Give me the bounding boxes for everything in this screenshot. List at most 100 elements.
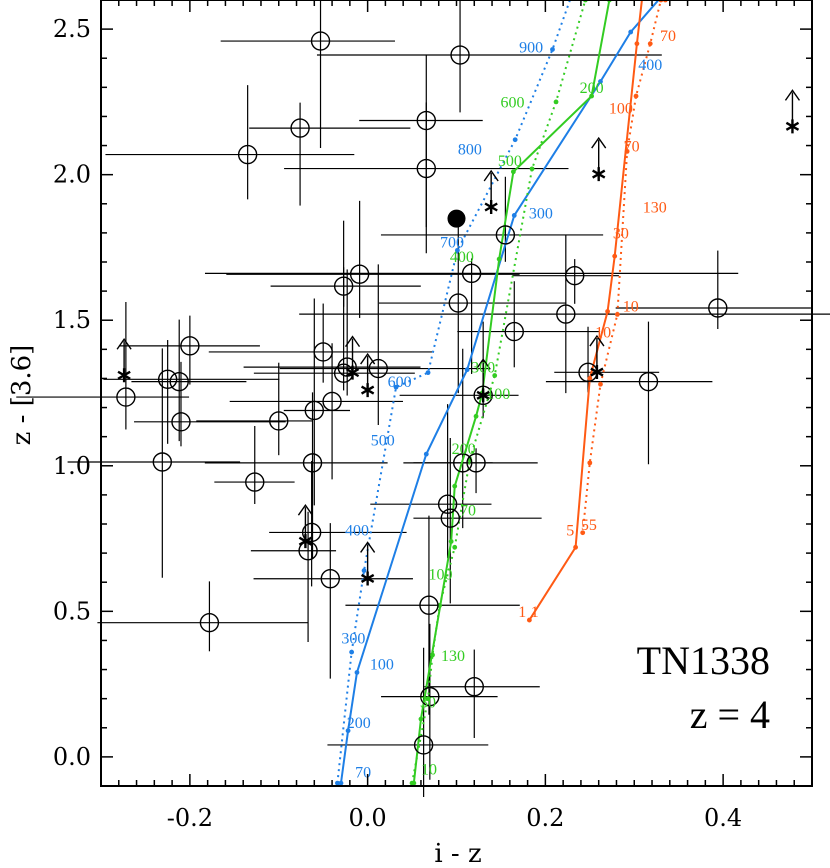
- open-circle-point: [349, 264, 370, 284]
- track-node: [605, 309, 610, 314]
- annotation-redshift: z = 4: [690, 692, 770, 737]
- open-circle-point: [638, 371, 659, 392]
- open-circle-point: [237, 144, 258, 165]
- open-circle-point: [453, 453, 473, 473]
- track-node: [634, 41, 640, 47]
- track-label: 300: [529, 205, 553, 222]
- track-node: [454, 247, 460, 253]
- axes: -0.2 0.0 0.2 0.4 0.0 0.5 1.0 1.5 2.0 2.5: [53, 0, 813, 832]
- open-circle-point: [450, 45, 470, 65]
- open-circle-point: [199, 612, 220, 633]
- track-label: 100: [609, 101, 633, 118]
- track-node: [423, 451, 429, 457]
- star-point: [298, 534, 313, 549]
- track-label: 400: [345, 523, 369, 540]
- star-point: [484, 199, 498, 214]
- star-point: [476, 388, 490, 403]
- data-points: [116, 31, 801, 755]
- track-node: [464, 367, 470, 373]
- limit-arrow-head: [591, 136, 607, 149]
- open-circle-point: [495, 225, 516, 245]
- track-node: [624, 148, 630, 154]
- track-label: 500: [371, 432, 395, 449]
- x-tick-label: 0.0: [349, 804, 387, 832]
- track-node: [598, 79, 603, 84]
- track-node: [587, 376, 593, 381]
- limit-arrow-head: [784, 89, 801, 101]
- track-node: [511, 213, 517, 218]
- track-node: [526, 617, 532, 623]
- open-circle-point: [290, 118, 310, 138]
- open-circle-point: [310, 31, 331, 51]
- y-tick-label: 2.5: [53, 15, 91, 43]
- track-label: 300: [471, 360, 495, 377]
- track-label: 700: [440, 234, 464, 251]
- track-node: [409, 780, 415, 786]
- track-node: [473, 413, 479, 419]
- track-node: [587, 460, 593, 466]
- track-label: 70: [355, 764, 371, 781]
- open-circle-point: [440, 508, 460, 528]
- track-node: [430, 652, 435, 658]
- x-axis-title: i - z: [434, 839, 481, 868]
- track-label: 100: [370, 657, 394, 674]
- track-node: [496, 256, 502, 262]
- track-node: [573, 544, 578, 550]
- model-tracks: [335, 0, 668, 786]
- open-circle-point: [448, 293, 468, 313]
- y-tick-label: 1.5: [53, 306, 91, 334]
- y-tick-label: 2.0: [53, 161, 91, 189]
- track-node: [628, 29, 634, 35]
- open-circle-point: [464, 677, 484, 697]
- track-label: 600: [500, 95, 524, 112]
- track-node: [448, 539, 454, 544]
- open-circle-point: [437, 494, 458, 514]
- x-tick-label: 0.2: [526, 804, 564, 832]
- track-label: 55: [581, 517, 597, 534]
- track-node: [529, 166, 535, 172]
- open-circle-point: [320, 569, 340, 589]
- open-circle-point: [504, 321, 524, 342]
- track-label: 10: [421, 761, 437, 778]
- open-circle-point: [302, 453, 323, 473]
- open-circle-point: [313, 342, 333, 362]
- open-circle-point: [416, 110, 436, 131]
- open-circle-point: [171, 412, 191, 432]
- open-circle-point: [269, 411, 289, 431]
- track-node: [510, 169, 516, 175]
- track-node: [335, 780, 340, 786]
- star-point: [117, 368, 131, 383]
- open-circle-point: [180, 336, 200, 356]
- limit-arrow-head: [475, 358, 491, 370]
- track-label: 600: [388, 374, 412, 391]
- y-axis-title: z - [3.6]: [7, 345, 37, 446]
- y-tick-label: 0.5: [53, 597, 91, 625]
- open-circle-point: [565, 265, 585, 286]
- open-circle-point: [708, 298, 728, 318]
- star-point: [785, 119, 800, 134]
- open-circle-point: [556, 304, 576, 324]
- limit-arrow-head: [360, 541, 376, 553]
- limit-arrow-head: [360, 352, 376, 365]
- star-point: [592, 167, 606, 182]
- track-label: 30: [613, 226, 629, 243]
- track-node: [393, 384, 399, 390]
- open-circle-point: [461, 263, 482, 284]
- star-point: [345, 365, 360, 380]
- track-node: [452, 483, 458, 489]
- open-circle-point: [169, 371, 189, 392]
- track-label: 1: [531, 604, 539, 621]
- track-label: 70: [660, 28, 676, 45]
- track-node: [589, 93, 594, 99]
- track-label: 400: [638, 57, 662, 74]
- open-circle-point: [416, 158, 436, 179]
- track-orange-solid: [528, 0, 666, 621]
- track-label: 70: [460, 502, 476, 519]
- open-circle-point: [116, 387, 136, 407]
- star-point: [360, 571, 375, 586]
- track-node: [612, 253, 618, 259]
- x-tick-label: -0.2: [167, 804, 213, 832]
- track-node: [492, 373, 498, 378]
- track-label: 30: [420, 694, 436, 711]
